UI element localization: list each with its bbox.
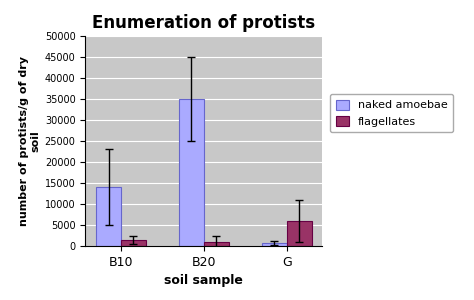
Bar: [179, 99, 204, 246]
Bar: [204, 242, 228, 246]
Bar: [96, 187, 121, 246]
Title: Enumeration of protists: Enumeration of protists: [92, 14, 315, 32]
X-axis label: soil sample: soil sample: [164, 274, 243, 287]
Legend: naked amoebae, flagellates: naked amoebae, flagellates: [330, 94, 453, 132]
Bar: [121, 240, 146, 246]
Bar: [287, 221, 311, 246]
Bar: [262, 243, 287, 246]
Y-axis label: number of protists/g of dry
soil: number of protists/g of dry soil: [19, 56, 41, 226]
